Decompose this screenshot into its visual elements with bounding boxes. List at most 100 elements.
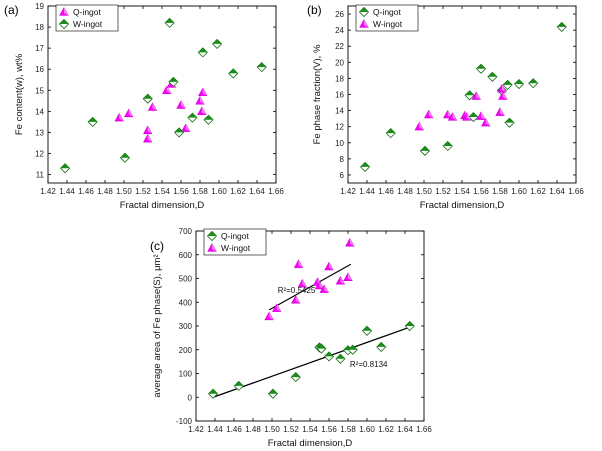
y-tick-label: 18	[335, 74, 344, 83]
point-q-ingot	[385, 128, 396, 139]
x-tick-label: 1.58	[192, 187, 208, 196]
point-w-ingot	[424, 109, 434, 119]
point-w-ingot	[481, 117, 491, 127]
x-tick-label: 1.50	[416, 187, 432, 196]
x-tick-label: 1.48	[397, 187, 413, 196]
y-tick-label: -100	[176, 417, 193, 426]
x-tick-label: 1.64	[549, 187, 565, 196]
point-q-ingot	[267, 388, 279, 399]
plot-frame	[347, 5, 577, 184]
point-q-ingot	[147, 102, 158, 111]
point-q-ingot	[475, 63, 487, 74]
point-q-ingot	[143, 133, 153, 143]
legend-entry: W-ingot	[373, 19, 403, 29]
point-q-ingot	[361, 325, 373, 336]
y-tick-label: 6	[340, 171, 345, 180]
legend-marker-w-ingot	[359, 19, 369, 28]
point-q-ingot	[198, 87, 208, 97]
x-tick-label: 1.42	[188, 425, 204, 434]
y-tick-label: 19	[35, 2, 44, 11]
y-tick-label: 12	[335, 123, 344, 132]
point-q-ingot	[502, 79, 513, 90]
y-axis-label: average area of Fe phase(S), μm²	[152, 254, 163, 397]
r-squared-annotation: R²=0.8134	[350, 360, 388, 369]
x-tick-label: 1.54	[302, 425, 318, 434]
point-q-ingot	[464, 90, 475, 101]
point-q-ingot	[114, 112, 124, 122]
x-tick-label: 1.56	[473, 187, 489, 196]
plot-frame	[195, 230, 425, 422]
x-tick-label: 1.58	[340, 425, 356, 434]
point-w-ingot	[324, 261, 334, 271]
x-tick-label: 1.44	[207, 425, 223, 434]
point-q-ingot	[556, 21, 567, 32]
x-tick-label: 1.62	[530, 187, 546, 196]
point-w-ingot	[164, 17, 175, 28]
x-axis-label: Fractal dimension,D	[268, 438, 353, 449]
y-tick-label: 18	[35, 23, 44, 32]
point-q-ingot	[233, 380, 244, 391]
legend: Q-ingot W-ingot	[355, 4, 419, 32]
point-w-ingot	[297, 278, 308, 288]
y-tick-label: 400	[179, 298, 193, 307]
point-q-ingot	[442, 140, 453, 152]
point-w-ingot	[293, 259, 304, 268]
x-tick-label: 1.46	[226, 425, 242, 434]
point-w-ingot	[256, 62, 267, 73]
x-tick-label: 1.56	[173, 187, 189, 196]
point-w-ingot	[119, 152, 131, 163]
point-q-ingot	[197, 106, 207, 116]
x-axis-label: Fractal dimension,D	[420, 200, 505, 211]
x-tick-label: 1.46	[378, 187, 394, 196]
panel-label: (c)	[150, 239, 164, 253]
x-tick-label: 1.62	[230, 187, 246, 196]
point-q-ingot	[162, 85, 172, 94]
y-tick-label: 700	[179, 227, 193, 236]
point-w-ingot	[228, 68, 239, 79]
x-tick-label: 1.44	[59, 187, 75, 196]
point-q-ingot	[468, 111, 479, 123]
point-q-ingot	[143, 125, 153, 134]
y-tick-label: 100	[179, 370, 193, 379]
y-tick-label: 20	[335, 58, 344, 67]
y-tick-label: 16	[335, 91, 344, 100]
x-tick-label: 1.42	[340, 187, 356, 196]
y-tick-label: 300	[179, 322, 193, 331]
point-q-ingot	[195, 96, 205, 105]
y-tick-label: 13	[35, 128, 44, 137]
y-tick-label: 12	[35, 150, 44, 159]
point-q-ingot	[316, 343, 327, 354]
point-w-ingot	[142, 93, 153, 104]
x-tick-label: 1.54	[454, 187, 470, 196]
point-q-ingot	[513, 78, 525, 90]
point-w-ingot	[414, 121, 424, 131]
point-w-ingot	[168, 76, 179, 87]
point-w-ingot	[291, 295, 301, 304]
r-squared-annotation: R²=0.5425	[278, 286, 316, 295]
y-tick-label: 0	[188, 393, 193, 402]
x-tick-label: 1.60	[511, 187, 527, 196]
y-tick-label: 14	[35, 107, 44, 116]
legend-marker-q-ingot	[358, 6, 370, 18]
point-w-ingot	[497, 84, 507, 93]
trendline	[268, 263, 352, 311]
y-tick-label: 16	[35, 65, 44, 74]
point-w-ingot	[462, 112, 472, 121]
point-q-ingot	[323, 351, 335, 362]
point-w-ingot	[212, 38, 223, 49]
panel-label: (a)	[4, 3, 19, 17]
y-tick-label: 200	[179, 346, 193, 355]
x-axis-label: Fractal dimension,D	[120, 200, 205, 211]
point-q-ingot	[208, 388, 219, 399]
y-tick-label: 14	[335, 107, 344, 116]
point-w-ingot	[319, 284, 329, 293]
x-tick-label: 1.56	[321, 425, 337, 434]
point-w-ingot	[174, 127, 185, 138]
legend-entry: Q-ingot	[73, 7, 102, 17]
y-tick-label: 10	[335, 139, 344, 148]
point-w-ingot	[203, 114, 214, 125]
legend-entry: Q-ingot	[221, 231, 250, 241]
point-w-ingot	[345, 238, 355, 247]
point-w-ingot	[335, 276, 346, 285]
